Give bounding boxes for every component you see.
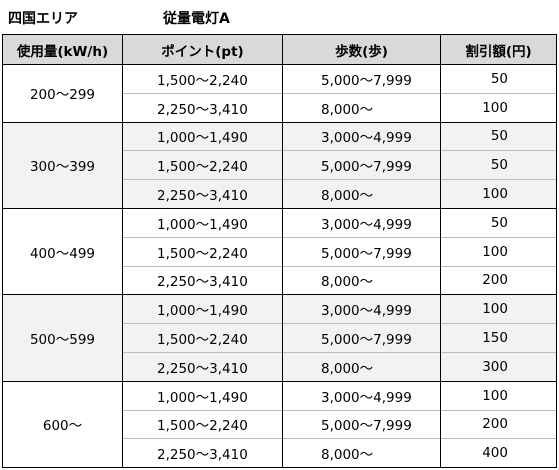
points-cell: 1,000～1,490	[122, 121, 283, 151]
steps-cell: 8,000～	[282, 438, 441, 469]
points-cell: 1,500～2,240	[122, 150, 283, 180]
steps-cell: 5,000～7,999	[282, 323, 441, 353]
table-row: 2,250～3,410 8,000～ 400	[3, 438, 557, 469]
table-row: 300～399 1,000～1,490 3,000～4,999 50	[2, 121, 557, 209]
discount-cell: 400	[440, 438, 557, 469]
steps-cell: 3,000～4,999	[282, 121, 441, 151]
steps-cell: 8,000～	[282, 92, 441, 123]
discount-cell: 50	[440, 121, 557, 151]
column-header: 使用量(kW/h)	[2, 34, 123, 65]
steps-cell: 3,000～4,999	[282, 380, 441, 411]
discount-cell: 150	[440, 323, 557, 353]
table-row: 1,500～2,240 5,000～7,999 100	[3, 236, 557, 267]
points-cell: 2,250～3,410	[122, 179, 283, 209]
steps-cell: 8,000～	[282, 265, 441, 296]
steps-cell: 3,000～4,999	[282, 207, 441, 238]
usage-cell: 500～599	[2, 294, 123, 382]
discount-cell: 100	[440, 294, 557, 324]
discount-cell: 100	[440, 380, 557, 411]
table-row: 1,500～2,240 5,000～7,999 150	[3, 323, 557, 353]
points-cell: 1,500～2,240	[122, 409, 283, 439]
steps-cell: 5,000～7,999	[282, 409, 441, 439]
area-title: 四国エリア	[8, 11, 78, 27]
points-cell: 2,250～3,410	[122, 351, 283, 382]
steps-cell: 8,000～	[282, 179, 441, 209]
steps-cell: 5,000～7,999	[282, 150, 441, 180]
points-cell: 2,250～3,410	[122, 92, 283, 123]
discount-cell: 200	[440, 409, 557, 439]
column-header: ポイント(pt)	[122, 34, 283, 65]
table-row: 1,500～2,240 5,000～7,999 200	[3, 409, 557, 439]
usage-cell: 200～299	[2, 64, 123, 123]
points-cell: 1,000～1,490	[122, 380, 283, 411]
steps-cell: 8,000～	[282, 351, 441, 382]
steps-cell: 5,000～7,999	[282, 236, 441, 267]
table-row: 200～299 1,500～2,240 5,000～7,999 50	[2, 64, 557, 123]
discount-cell: 100	[440, 92, 557, 123]
steps-cell: 5,000～7,999	[282, 64, 441, 94]
table-row: 500～599 1,000～1,490 3,000～4,999 100	[2, 294, 557, 382]
usage-cell: 300～399	[2, 121, 123, 209]
usage-cell: 600～	[2, 380, 123, 469]
table-row: 2,250～3,410 8,000～ 300	[3, 351, 557, 382]
points-cell: 2,250～3,410	[122, 265, 283, 296]
column-header: 割引額(円)	[440, 34, 557, 65]
discount-cell: 100	[440, 236, 557, 267]
points-cell: 1,500～2,240	[122, 64, 283, 94]
steps-cell: 3,000～4,999	[282, 294, 441, 324]
table-row: 1,500～2,240 5,000～7,999 50	[3, 150, 557, 180]
discount-cell: 300	[440, 351, 557, 382]
points-cell: 1,500～2,240	[122, 323, 283, 353]
discount-cell: 50	[440, 64, 557, 94]
points-cell: 1,500～2,240	[122, 236, 283, 267]
discount-cell: 50	[440, 150, 557, 180]
discount-cell: 50	[440, 207, 557, 238]
usage-cell: 400～499	[2, 207, 123, 296]
table-row: 2,250～3,410 8,000～ 100	[3, 92, 557, 123]
table-row: 2,250～3,410 8,000～ 100	[3, 179, 557, 209]
column-header: 歩数(歩)	[282, 34, 441, 65]
rate-table: 使用量(kW/h) ポイント(pt) 歩数(歩) 割引額(円) 200～299 1,50…	[2, 34, 557, 469]
points-cell: 1,000～1,490	[122, 207, 283, 238]
discount-cell: 100	[440, 179, 557, 209]
discount-cell: 200	[440, 265, 557, 296]
header-row: 使用量(kW/h) ポイント(pt) 歩数(歩) 割引額(円)	[2, 34, 557, 65]
table-row: 400～499 1,000～1,490 3,000～4,999 50	[2, 207, 557, 296]
points-cell: 1,000～1,490	[122, 294, 283, 324]
table-row: 600～ 1,000～1,490 3,000～4,999 100	[2, 380, 557, 469]
plan-title: 従量電灯A	[163, 11, 230, 27]
points-cell: 2,250～3,410	[122, 438, 283, 469]
